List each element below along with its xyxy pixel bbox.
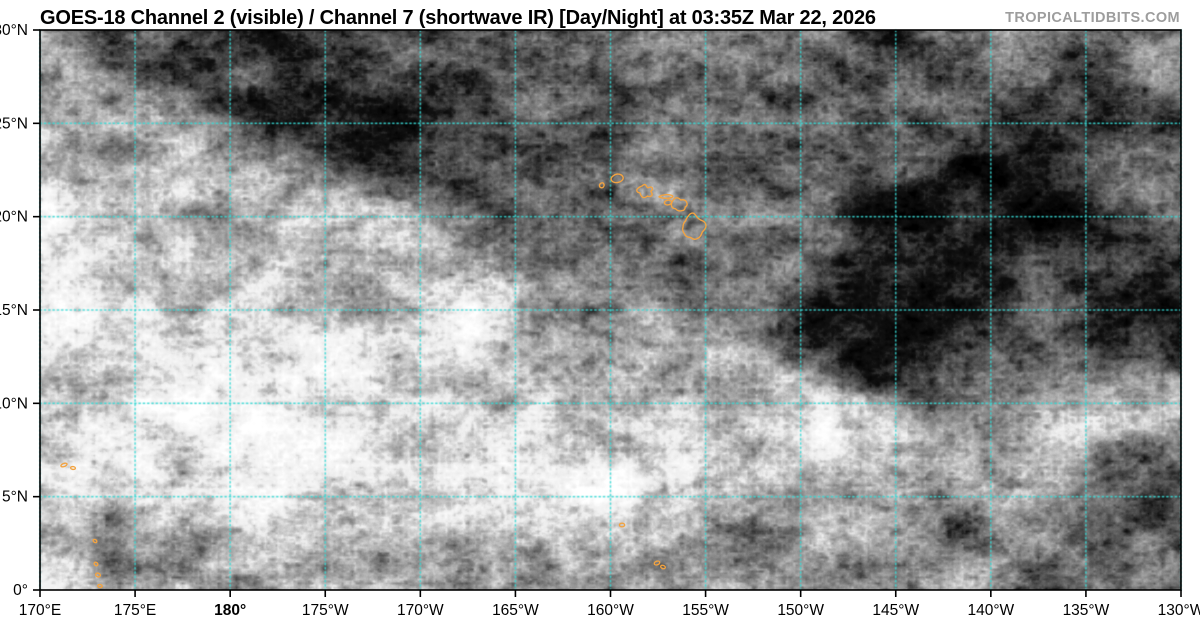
svg-text:135°W: 135°W: [1063, 602, 1110, 619]
svg-text:145°W: 145°W: [872, 602, 919, 619]
svg-text:10°N: 10°N: [0, 395, 28, 412]
svg-text:30°N: 30°N: [0, 22, 28, 39]
svg-text:5°N: 5°N: [2, 489, 28, 506]
svg-text:175°W: 175°W: [302, 602, 349, 619]
svg-text:130°W: 130°W: [1158, 602, 1200, 619]
svg-text:20°N: 20°N: [0, 209, 28, 226]
svg-text:180°: 180°: [214, 602, 246, 619]
svg-text:15°N: 15°N: [0, 302, 28, 319]
svg-text:175°E: 175°E: [114, 602, 156, 619]
svg-text:170°E: 170°E: [19, 602, 61, 619]
svg-text:165°W: 165°W: [492, 602, 539, 619]
svg-text:25°N: 25°N: [0, 115, 28, 132]
svg-text:160°W: 160°W: [587, 602, 634, 619]
svg-text:155°W: 155°W: [682, 602, 729, 619]
svg-text:150°W: 150°W: [777, 602, 824, 619]
svg-text:140°W: 140°W: [967, 602, 1014, 619]
svg-text:170°W: 170°W: [397, 602, 444, 619]
svg-text:0°: 0°: [13, 582, 28, 599]
